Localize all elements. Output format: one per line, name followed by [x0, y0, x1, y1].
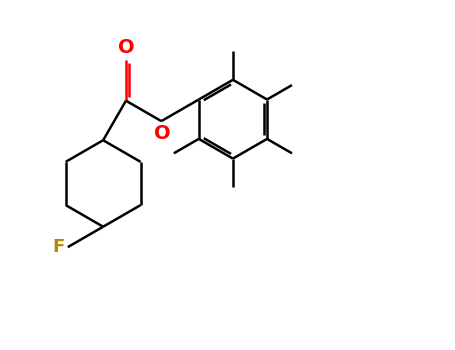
Text: F: F — [53, 238, 65, 256]
Text: O: O — [118, 38, 134, 57]
Text: O: O — [154, 124, 171, 143]
